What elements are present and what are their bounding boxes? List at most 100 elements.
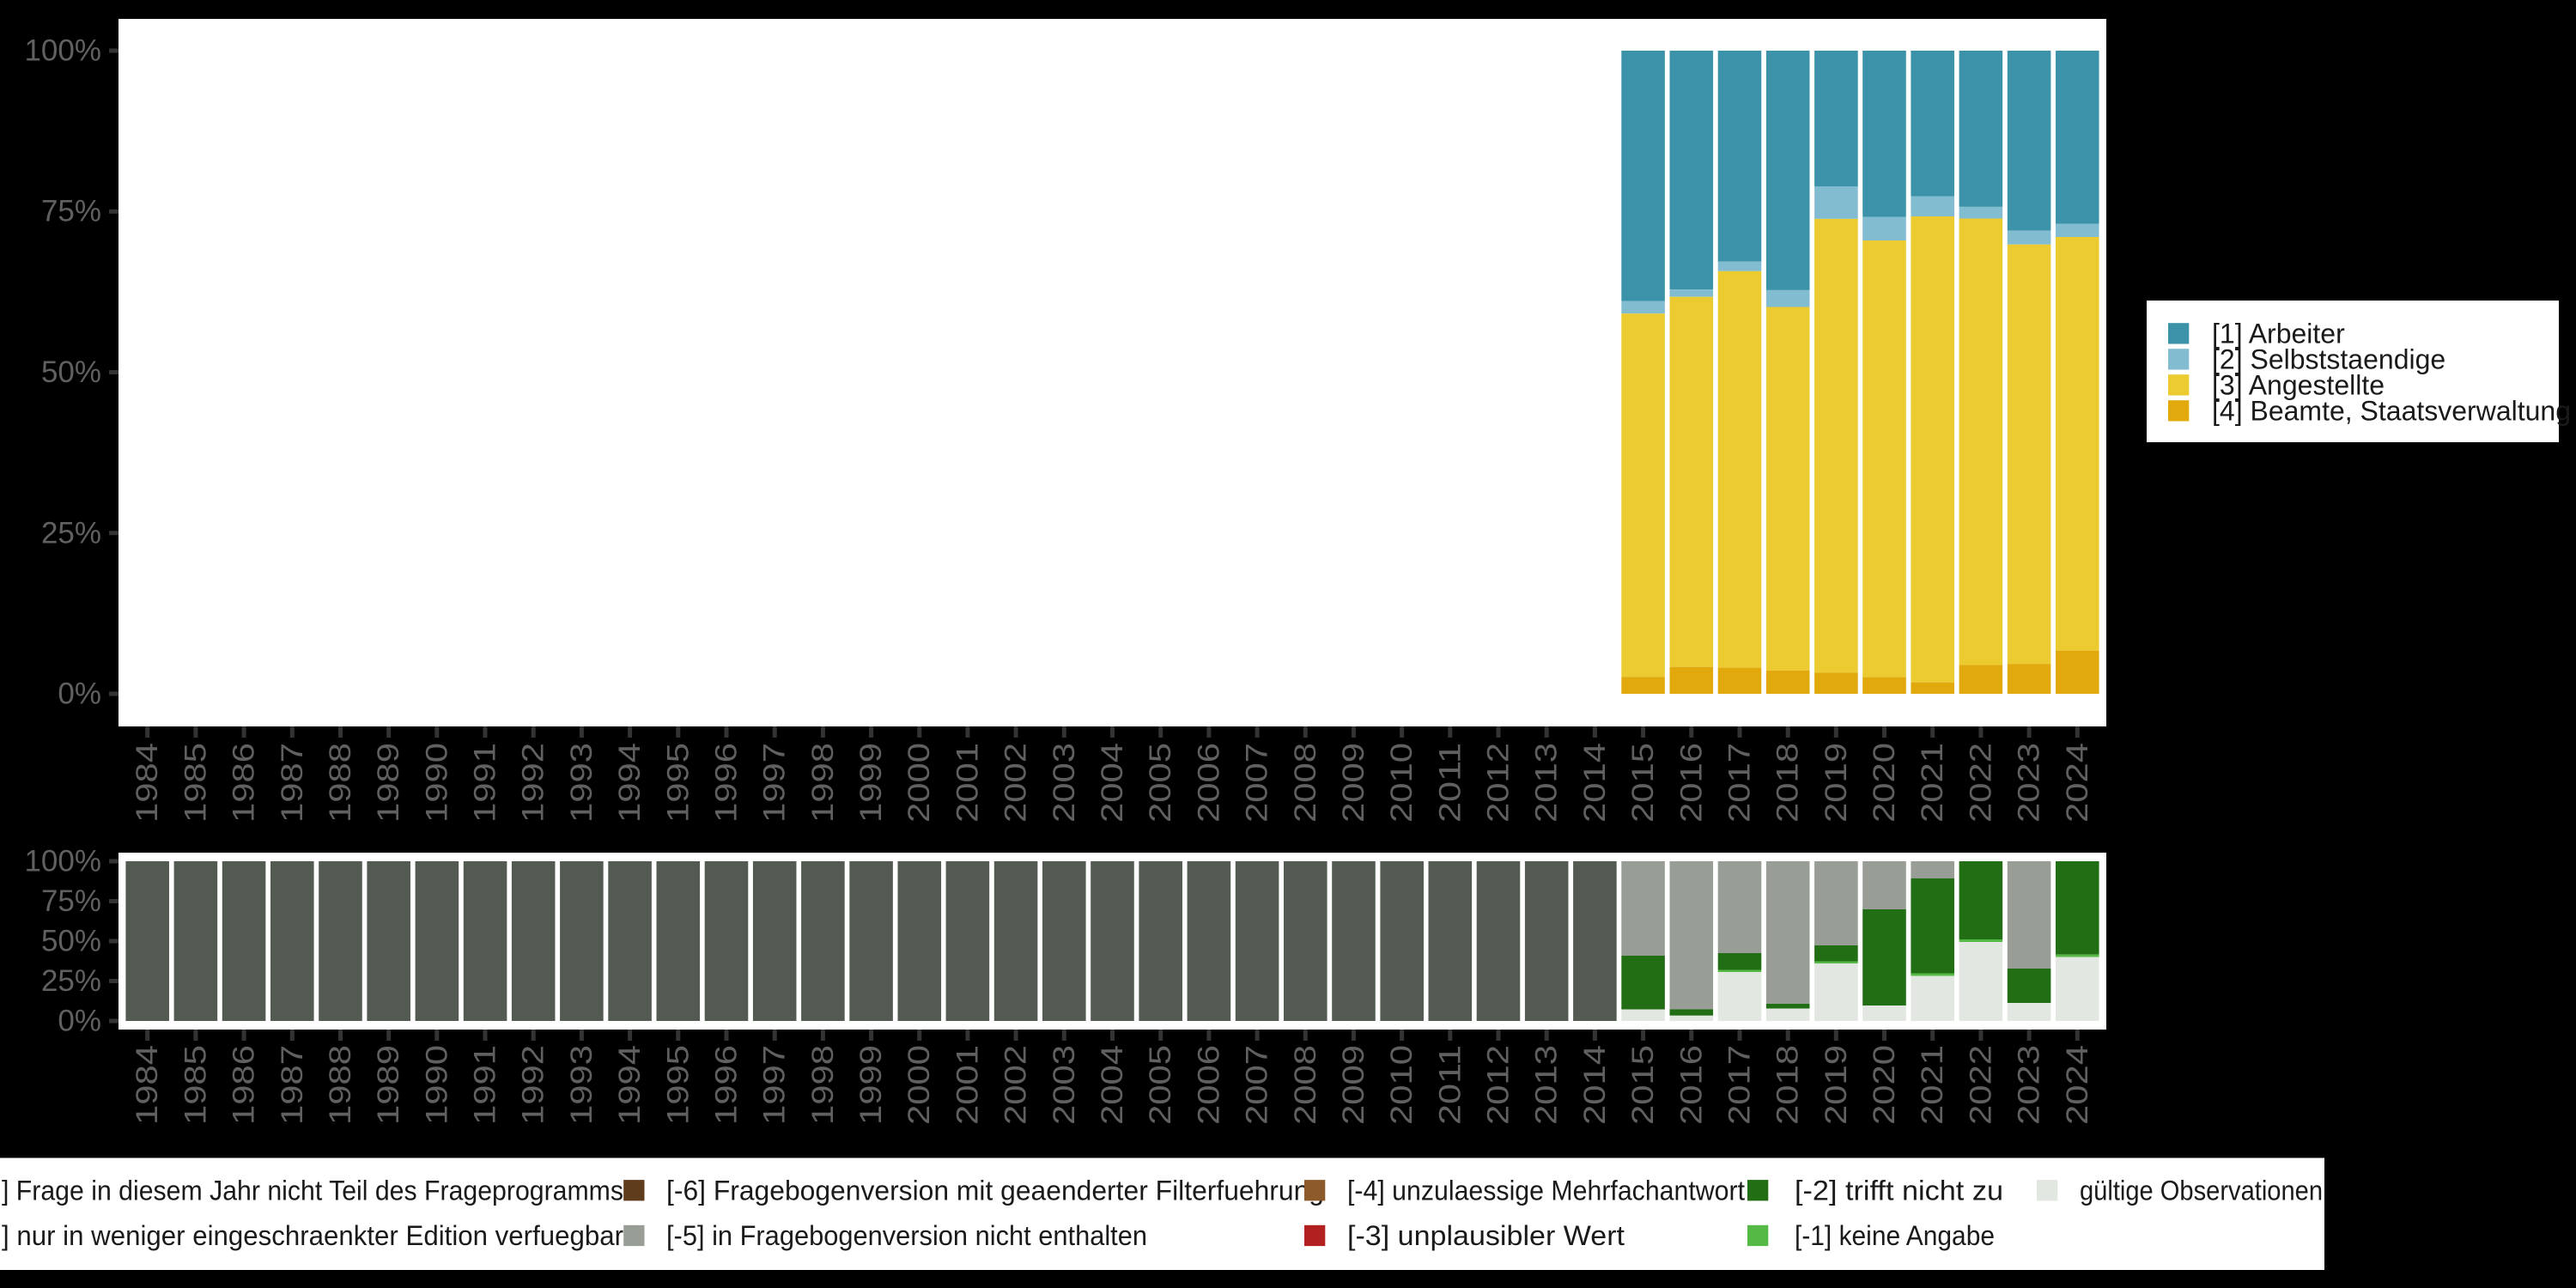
svg-text:[-4] unzulaessige Mehrfachantw: [-4] unzulaessige Mehrfachantwort	[1347, 1175, 1745, 1206]
svg-text:2008: 2008	[1289, 1045, 1322, 1125]
svg-text:2017: 2017	[1723, 743, 1757, 823]
svg-text:1985: 1985	[179, 1045, 212, 1125]
svg-text:1994: 1994	[613, 743, 647, 823]
svg-text:2011: 2011	[1433, 743, 1467, 823]
svg-text:1984: 1984	[131, 1045, 164, 1125]
svg-text:25%: 25%	[41, 964, 101, 998]
svg-text:2022: 2022	[1964, 1045, 1997, 1125]
svg-text:] Frage in diesem Jahr nicht T: ] Frage in diesem Jahr nicht Teil des Fr…	[2, 1175, 623, 1206]
svg-text:[-5] in Fragebogenversion nich: [-5] in Fragebogenversion nicht enthalte…	[666, 1220, 1147, 1251]
svg-text:gültige Observationen: gültige Observationen	[2080, 1175, 2323, 1206]
svg-text:2013: 2013	[1530, 1045, 1564, 1125]
svg-text:75%: 75%	[41, 195, 101, 228]
svg-text:2000: 2000	[902, 743, 936, 823]
svg-text:2014: 2014	[1578, 743, 1612, 823]
svg-text:2001: 2001	[951, 1045, 984, 1125]
svg-text:1988: 1988	[324, 743, 357, 823]
svg-text:2017: 2017	[1723, 1045, 1757, 1125]
svg-text:100%: 100%	[24, 34, 101, 68]
svg-text:1992: 1992	[517, 1045, 550, 1125]
svg-text:1988: 1988	[324, 1045, 357, 1125]
svg-text:[-3] unplausibler Wert: [-3] unplausibler Wert	[1347, 1220, 1625, 1251]
svg-text:1999: 1999	[854, 1045, 888, 1125]
svg-text:1997: 1997	[758, 743, 792, 823]
svg-text:2004: 2004	[1096, 743, 1129, 823]
svg-text:1990: 1990	[420, 743, 453, 823]
svg-text:25%: 25%	[41, 516, 101, 550]
svg-text:2021: 2021	[1916, 743, 1949, 823]
svg-text:2012: 2012	[1482, 1045, 1516, 1125]
svg-text:2003: 2003	[1048, 1045, 1081, 1125]
svg-text:2000: 2000	[902, 1045, 936, 1125]
svg-text:2009: 2009	[1337, 1045, 1370, 1125]
svg-text:[-2] trifft nicht zu: [-2] trifft nicht zu	[1795, 1175, 2003, 1206]
svg-text:] nur in weniger eingeschraenk: ] nur in weniger eingeschraenkter Editio…	[2, 1220, 623, 1251]
svg-text:2019: 2019	[1820, 1045, 1853, 1125]
svg-text:2020: 2020	[1868, 1045, 1901, 1125]
svg-text:2011: 2011	[1433, 1045, 1467, 1125]
svg-text:2009: 2009	[1337, 743, 1370, 823]
svg-text:2007: 2007	[1241, 1045, 1274, 1125]
svg-text:2010: 2010	[1385, 743, 1419, 823]
svg-text:[4] Beamte, Staatsverwaltung: [4] Beamte, Staatsverwaltung	[2212, 395, 2571, 426]
svg-text:1998: 1998	[806, 743, 840, 823]
svg-text:2004: 2004	[1096, 1045, 1129, 1125]
svg-text:1993: 1993	[565, 743, 598, 823]
svg-text:1989: 1989	[372, 743, 405, 823]
svg-text:[1] Arbeiter: [1] Arbeiter	[2212, 318, 2345, 349]
svg-text:2015: 2015	[1626, 743, 1660, 823]
svg-text:1986: 1986	[228, 1045, 261, 1125]
svg-text:2008: 2008	[1289, 743, 1322, 823]
svg-text:75%: 75%	[41, 884, 101, 918]
svg-text:[3] Angestellte: [3] Angestellte	[2212, 369, 2385, 400]
svg-text:2018: 2018	[1771, 1045, 1805, 1125]
svg-text:2006: 2006	[1192, 743, 1225, 823]
svg-text:2016: 2016	[1674, 743, 1708, 823]
svg-text:1999: 1999	[854, 743, 888, 823]
svg-text:1987: 1987	[276, 743, 309, 823]
svg-text:[2] Selbststaendige: [2] Selbststaendige	[2212, 343, 2445, 374]
svg-text:1995: 1995	[661, 1045, 695, 1125]
svg-text:50%: 50%	[41, 925, 101, 958]
svg-text:[-6] Fragebogenversion mit gea: [-6] Fragebogenversion mit geaenderter F…	[666, 1175, 1324, 1206]
svg-text:1989: 1989	[372, 1045, 405, 1125]
svg-text:2018: 2018	[1771, 743, 1805, 823]
svg-text:2010: 2010	[1385, 1045, 1419, 1125]
svg-text:1987: 1987	[276, 1045, 309, 1125]
svg-text:2015: 2015	[1626, 1045, 1660, 1125]
svg-text:100%: 100%	[24, 845, 101, 878]
svg-text:2007: 2007	[1241, 743, 1274, 823]
svg-text:1992: 1992	[517, 743, 550, 823]
svg-text:50%: 50%	[41, 355, 101, 389]
svg-text:1996: 1996	[710, 743, 744, 823]
svg-text:1996: 1996	[710, 1045, 744, 1125]
svg-text:2019: 2019	[1820, 743, 1853, 823]
svg-text:1994: 1994	[613, 1045, 647, 1125]
svg-text:1985: 1985	[179, 743, 212, 823]
svg-text:2005: 2005	[1144, 743, 1177, 823]
svg-text:1995: 1995	[661, 743, 695, 823]
svg-text:2013: 2013	[1530, 743, 1564, 823]
svg-text:2020: 2020	[1868, 743, 1901, 823]
svg-text:2003: 2003	[1048, 743, 1081, 823]
svg-text:1997: 1997	[758, 1045, 792, 1125]
svg-text:2002: 2002	[999, 1045, 1033, 1125]
svg-text:2001: 2001	[951, 743, 984, 823]
svg-text:1998: 1998	[806, 1045, 840, 1125]
svg-text:1991: 1991	[469, 743, 502, 823]
svg-text:0%: 0%	[58, 1005, 101, 1038]
svg-text:2006: 2006	[1192, 1045, 1225, 1125]
svg-text:2012: 2012	[1482, 743, 1516, 823]
svg-text:2016: 2016	[1674, 1045, 1708, 1125]
svg-text:1984: 1984	[131, 743, 164, 823]
svg-text:2005: 2005	[1144, 1045, 1177, 1125]
svg-text:2021: 2021	[1916, 1045, 1949, 1125]
svg-text:2023: 2023	[2013, 743, 2046, 823]
svg-text:2024: 2024	[2061, 1045, 2094, 1125]
svg-text:1993: 1993	[565, 1045, 598, 1125]
svg-text:2022: 2022	[1964, 743, 1997, 823]
svg-text:[-1] keine Angabe: [-1] keine Angabe	[1795, 1220, 1995, 1251]
svg-text:1990: 1990	[420, 1045, 453, 1125]
svg-text:2014: 2014	[1578, 1045, 1612, 1125]
svg-text:2023: 2023	[2013, 1045, 2046, 1125]
